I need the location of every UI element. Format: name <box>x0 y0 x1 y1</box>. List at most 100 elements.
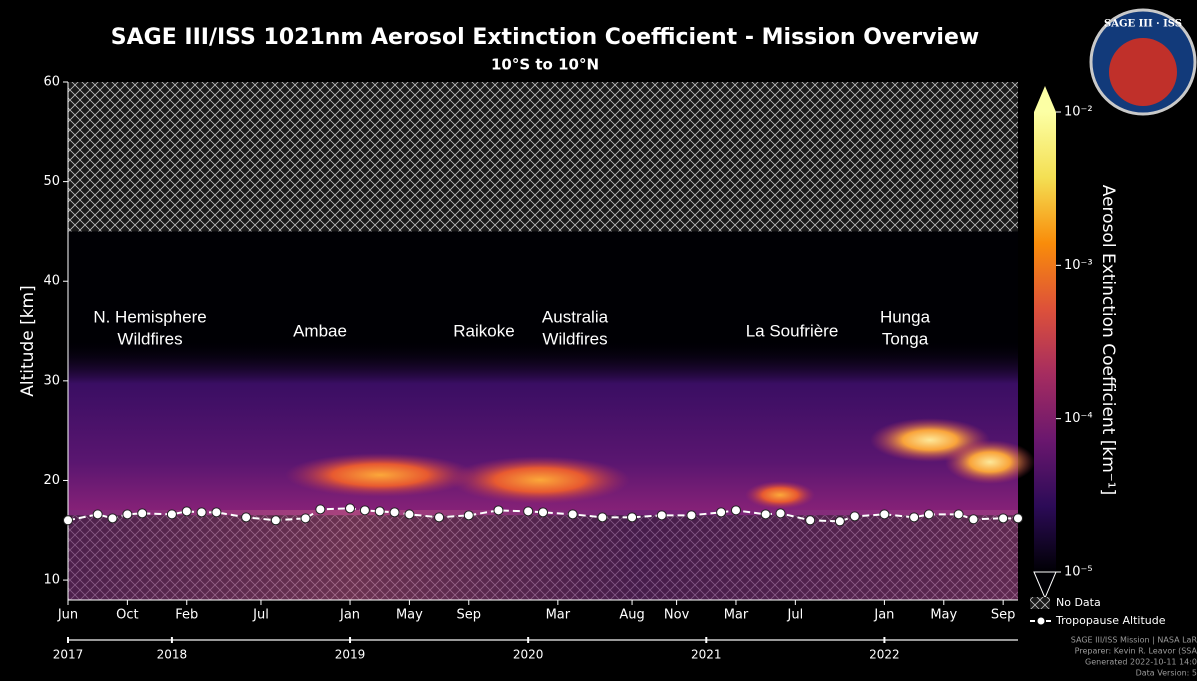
tropopause-point <box>1013 513 1023 524</box>
footer-text: Data Version: 5 <box>1136 669 1197 678</box>
tropopause-point <box>374 506 385 517</box>
tropopause-point <box>122 509 133 520</box>
annotation: Wildfires <box>117 329 182 348</box>
tropopause-point <box>196 507 207 518</box>
legend-no-data-icon <box>1030 597 1050 609</box>
footer-text: Generated 2022-10-11 14:0 <box>1085 658 1197 667</box>
tropopause-point <box>359 505 370 516</box>
plume <box>945 440 1035 484</box>
y-tick-label: 30 <box>43 373 60 388</box>
tropopause-point <box>270 515 281 526</box>
tropopause-point <box>107 513 118 524</box>
tropopause-point <box>730 505 741 516</box>
plume <box>285 453 475 497</box>
tropopause-point <box>656 510 667 521</box>
x-tick-label: Feb <box>175 608 198 623</box>
tropopause-point <box>597 512 608 523</box>
chart-title: SAGE III/ISS 1021nm Aerosol Extinction C… <box>111 25 979 50</box>
year-tick-label: 2021 <box>691 648 722 662</box>
tropopause-point <box>404 509 415 520</box>
x-tick-label: May <box>396 608 423 623</box>
x-tick-label: Sep <box>457 608 482 623</box>
annotation: N. Hemisphere <box>93 307 206 326</box>
colorbar-tick-label: 10⁻⁴ <box>1064 411 1093 426</box>
x-tick-label: Jan <box>873 608 894 623</box>
annotation: Wildfires <box>542 329 607 348</box>
tropopause-point <box>300 513 311 524</box>
tropopause-point <box>523 506 534 517</box>
tropopause-point <box>92 509 103 520</box>
colorbar-tick-label: 10⁻⁵ <box>1064 565 1093 580</box>
tropopause-point <box>775 508 786 519</box>
tropopause-point <box>211 507 222 518</box>
tropopause-point <box>834 516 845 527</box>
y-tick-label: 60 <box>43 75 60 90</box>
tropopause-point <box>315 504 326 515</box>
year-tick-label: 2017 <box>53 648 84 662</box>
annotation: Raikoke <box>453 321 514 340</box>
legend-tropopause-dot <box>1037 617 1045 625</box>
x-tick-label: Mar <box>724 608 749 623</box>
colorbar-extend-bottom <box>1033 571 1057 600</box>
tropopause-point <box>998 513 1009 524</box>
tropopause-point <box>879 509 890 520</box>
annotation: Tonga <box>882 329 929 348</box>
y-tick-label: 10 <box>43 573 60 588</box>
annotation: Hunga <box>880 307 931 326</box>
x-tick-label: Aug <box>619 608 644 623</box>
x-tick-label: Mar <box>546 608 571 623</box>
plume <box>450 456 630 504</box>
x-tick-label: Nov <box>664 608 690 623</box>
annotation: Australia <box>542 307 609 326</box>
colorbar-label: Aerosol Extinction Coefficient [km⁻¹] <box>1098 185 1118 495</box>
x-tick-label: Jun <box>57 608 78 623</box>
tropopause-point <box>686 510 697 521</box>
logo-text: SAGE III · ISS <box>1104 19 1182 30</box>
tropopause-point <box>538 507 548 518</box>
tropopause-point <box>181 506 192 517</box>
tropopause-point <box>434 512 445 523</box>
tropopause-point <box>953 509 964 520</box>
x-tick-label: Jul <box>252 608 269 623</box>
logo-emblem <box>1109 38 1177 106</box>
legend-label: No Data <box>1056 596 1101 609</box>
footer-text: Preparer: Kevin R. Leavor (SSA <box>1075 647 1197 656</box>
colorbar-extend-top <box>1034 86 1056 112</box>
tropopause-point <box>849 511 860 522</box>
y-tick-label: 50 <box>43 174 60 189</box>
x-tick-label: May <box>930 608 957 623</box>
y-axis-label: Altitude [km] <box>18 285 38 397</box>
tropopause-point <box>923 509 934 520</box>
year-tick-label: 2019 <box>335 648 366 662</box>
y-tick-label: 40 <box>43 274 60 289</box>
tropopause-point <box>627 512 638 523</box>
plume <box>745 481 815 509</box>
annotation: Ambae <box>293 321 347 340</box>
annotation: La Soufrière <box>746 321 839 340</box>
tropopause-point <box>567 509 578 520</box>
tropopause-point <box>166 509 177 520</box>
tropo-hatch <box>68 515 1018 600</box>
x-tick-label: Jul <box>787 608 804 623</box>
no-data-region <box>68 82 1018 232</box>
y-tick-label: 20 <box>43 473 60 488</box>
year-tick-label: 2022 <box>869 648 900 662</box>
tropopause-point <box>345 503 356 514</box>
tropopause-point <box>968 514 979 525</box>
colorbar-tick-label: 10⁻² <box>1064 105 1093 120</box>
tropopause-point <box>389 507 400 518</box>
year-tick-label: 2018 <box>157 648 188 662</box>
x-tick-label: Oct <box>116 608 138 623</box>
x-tick-label: Jan <box>339 608 360 623</box>
tropopause-point <box>463 510 474 521</box>
colorbar <box>1034 112 1056 572</box>
tropopause-point <box>760 509 771 520</box>
footer-text: SAGE III/ISS Mission | NASA LaR <box>1071 636 1197 645</box>
tropopause-point <box>241 512 252 523</box>
tropopause-point <box>137 508 148 519</box>
tropopause-point <box>909 512 920 523</box>
tropopause-point <box>493 505 504 516</box>
logo: SAGE III · ISS <box>1089 8 1197 116</box>
